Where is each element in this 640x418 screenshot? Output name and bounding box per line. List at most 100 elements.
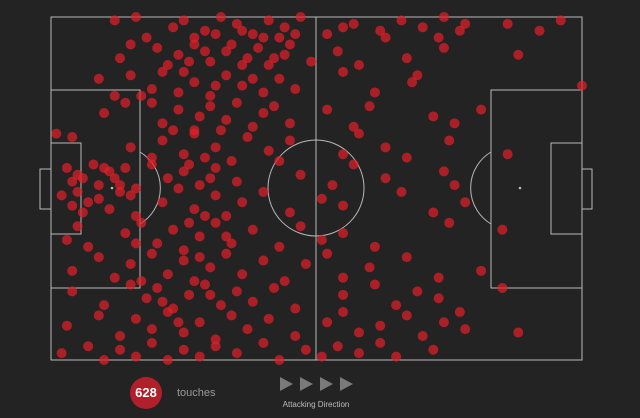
touch-point	[284, 118, 295, 129]
touch-point	[67, 265, 78, 276]
right-six-yard-box	[550, 142, 583, 235]
touch-point	[146, 152, 157, 163]
touch-point	[396, 186, 407, 197]
touch-point	[454, 25, 465, 36]
center-circle	[267, 139, 365, 237]
touch-point	[290, 84, 301, 95]
touch-point	[189, 77, 200, 88]
touch-point	[502, 18, 513, 29]
touch-point	[189, 128, 200, 139]
touch-point	[242, 53, 253, 64]
touch-point	[274, 73, 285, 84]
touch-point	[210, 142, 221, 153]
touch-point	[476, 104, 487, 115]
touch-point	[199, 25, 210, 36]
touch-point	[247, 73, 258, 84]
touch-point	[99, 300, 110, 311]
touch-point	[433, 272, 444, 283]
touch-point	[146, 324, 157, 335]
touch-point	[460, 324, 471, 335]
touch-point	[205, 90, 216, 101]
touch-point	[221, 114, 232, 125]
touch-point	[300, 258, 311, 269]
touch-point	[99, 162, 110, 173]
touch-point	[269, 53, 280, 64]
touch-point	[274, 32, 285, 43]
touch-point	[454, 306, 465, 317]
touch-point	[72, 186, 83, 197]
touch-point	[77, 207, 88, 218]
touch-point	[157, 66, 168, 77]
touch-point	[199, 46, 210, 57]
touch-point	[497, 282, 508, 293]
right-penalty-spot	[518, 186, 522, 190]
touch-point	[136, 90, 147, 101]
touch-point	[77, 173, 88, 184]
touch-point	[380, 142, 391, 153]
touch-point	[438, 42, 449, 53]
touch-point	[157, 197, 168, 208]
touch-point	[178, 255, 189, 266]
touch-point	[120, 228, 131, 239]
touch-point	[173, 104, 184, 115]
touch-point	[242, 132, 253, 143]
touch-point	[401, 152, 412, 163]
touch-point	[141, 293, 152, 304]
touch-point	[247, 224, 258, 235]
touch-point	[162, 355, 173, 365]
touch-point	[221, 46, 232, 57]
touch-point	[194, 231, 205, 242]
touch-point	[178, 15, 189, 26]
touch-point	[210, 341, 221, 352]
touch-points	[51, 12, 587, 365]
touch-point	[194, 111, 205, 122]
touch-point	[99, 355, 110, 365]
touch-point	[210, 217, 221, 228]
touch-point	[290, 330, 301, 341]
touch-point	[380, 32, 391, 43]
touch-point	[199, 152, 210, 163]
touch-point	[125, 142, 136, 153]
touch-point	[226, 238, 237, 249]
touch-point	[449, 180, 460, 191]
touch-point	[93, 310, 104, 321]
touch-count-badge: 628	[130, 377, 162, 409]
touch-point	[338, 272, 349, 283]
touch-point	[184, 289, 195, 300]
touch-point	[279, 22, 290, 33]
touch-point	[130, 12, 141, 22]
touch-point	[152, 238, 163, 249]
touch-point	[391, 300, 402, 311]
touch-point	[369, 241, 380, 252]
touch-point	[502, 149, 513, 160]
touch-point	[146, 97, 157, 108]
touch-point	[476, 265, 487, 276]
touch-point	[125, 39, 136, 50]
touch-point	[226, 39, 237, 50]
touch-point	[444, 135, 455, 146]
touch-point	[83, 197, 94, 208]
right-penalty-box	[490, 89, 583, 289]
touch-point	[125, 190, 136, 201]
touch-point	[221, 210, 232, 221]
touch-point	[120, 97, 131, 108]
touch-point	[412, 70, 423, 81]
touch-point	[322, 29, 333, 40]
touch-point	[460, 18, 471, 29]
touch-point	[237, 197, 248, 208]
touch-point	[194, 317, 205, 328]
touch-point	[178, 149, 189, 160]
play-arrow-icon	[300, 377, 313, 391]
touch-point	[168, 125, 179, 136]
touch-point	[109, 15, 120, 26]
touch-point	[56, 348, 67, 359]
touch-point	[152, 42, 163, 53]
touch-point	[338, 22, 349, 33]
touch-point	[348, 159, 359, 170]
touch-point	[417, 22, 428, 33]
touch-point	[168, 224, 179, 235]
touch-point	[449, 118, 460, 129]
touch-point	[369, 87, 380, 98]
touch-point	[136, 276, 147, 287]
touch-point	[189, 39, 200, 50]
